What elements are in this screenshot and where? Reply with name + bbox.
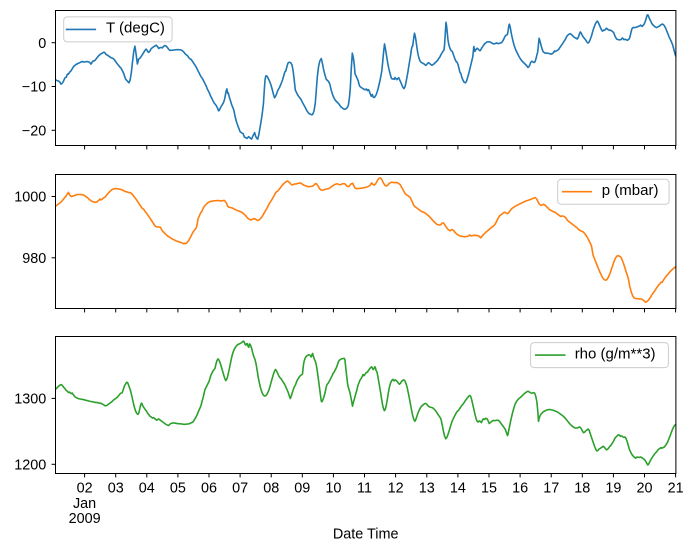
svg-text:1200: 1200: [14, 458, 46, 474]
svg-text:Date Time: Date Time: [333, 527, 399, 543]
svg-text:20: 20: [636, 480, 652, 496]
svg-text:17: 17: [543, 480, 559, 496]
svg-text:0: 0: [38, 36, 46, 52]
svg-text:T (degC): T (degC): [106, 20, 165, 37]
svg-text:06: 06: [201, 480, 217, 496]
svg-text:−20: −20: [22, 124, 46, 140]
svg-text:1300: 1300: [14, 392, 46, 408]
svg-text:980: 980: [22, 251, 46, 267]
svg-text:11: 11: [357, 480, 372, 496]
svg-text:02: 02: [77, 480, 93, 496]
svg-text:04: 04: [139, 480, 155, 496]
svg-text:10: 10: [325, 480, 341, 496]
svg-text:18: 18: [574, 480, 590, 496]
svg-text:07: 07: [232, 480, 248, 496]
svg-text:13: 13: [419, 480, 435, 496]
svg-text:03: 03: [108, 480, 124, 496]
svg-text:2009: 2009: [69, 511, 101, 527]
svg-text:21: 21: [668, 480, 684, 496]
svg-text:−10: −10: [22, 80, 46, 96]
svg-text:1000: 1000: [14, 190, 46, 206]
svg-text:Jan: Jan: [73, 496, 96, 512]
svg-text:09: 09: [294, 480, 310, 496]
svg-text:08: 08: [263, 480, 279, 496]
svg-text:12: 12: [388, 480, 404, 496]
svg-text:15: 15: [481, 480, 497, 496]
svg-text:05: 05: [170, 480, 186, 496]
svg-text:p (mbar): p (mbar): [602, 182, 659, 199]
svg-text:19: 19: [605, 480, 621, 496]
svg-text:14: 14: [450, 480, 466, 496]
svg-text:rho (g/m**3): rho (g/m**3): [575, 345, 656, 362]
svg-text:16: 16: [512, 480, 528, 496]
